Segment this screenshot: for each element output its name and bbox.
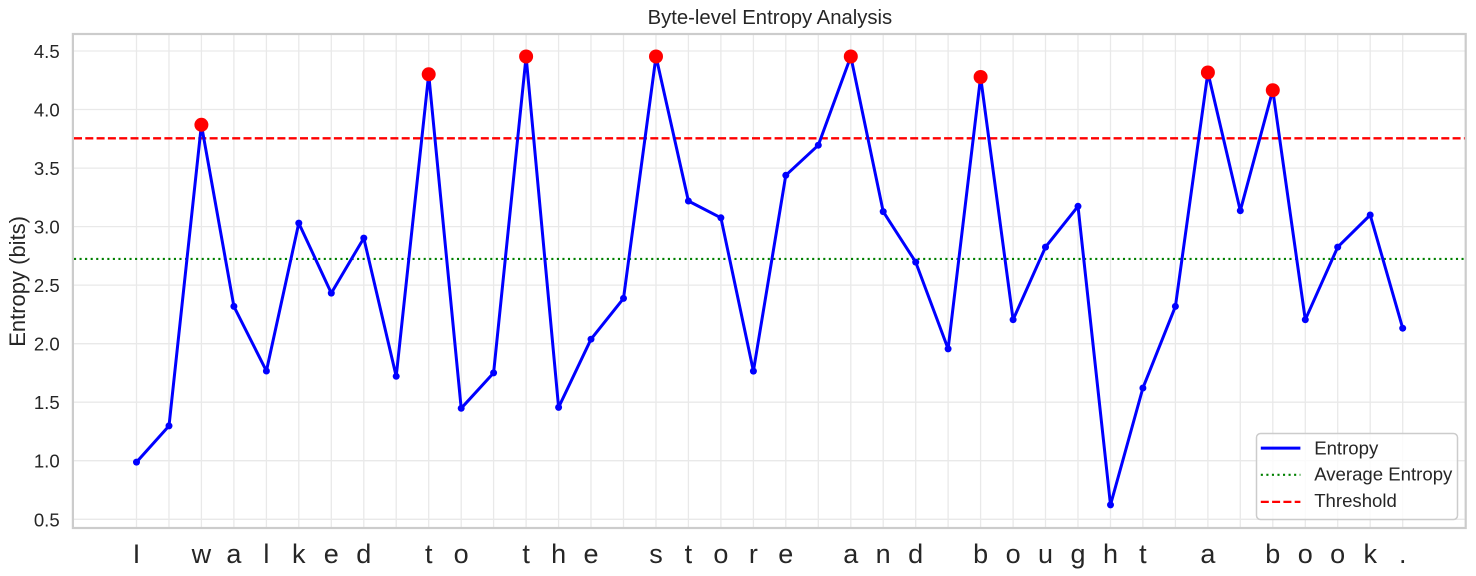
svg-text:r: r xyxy=(749,539,758,569)
svg-text:t: t xyxy=(522,539,530,569)
svg-text:l: l xyxy=(263,539,269,569)
svg-text:Byte-level Entropy Analysis: Byte-level Entropy Analysis xyxy=(648,7,893,29)
svg-text:w: w xyxy=(191,539,212,569)
svg-text:.: . xyxy=(1399,539,1407,569)
svg-text:2.0: 2.0 xyxy=(34,334,60,355)
svg-text:1.0: 1.0 xyxy=(34,451,60,472)
svg-text:n: n xyxy=(876,539,891,569)
svg-text:4.0: 4.0 xyxy=(34,100,60,121)
svg-text:o: o xyxy=(1006,539,1021,569)
svg-text:Threshold: Threshold xyxy=(1314,490,1397,511)
svg-text:o: o xyxy=(1298,539,1313,569)
svg-text:e: e xyxy=(778,539,793,569)
svg-text:3.5: 3.5 xyxy=(34,158,60,179)
svg-text:2.5: 2.5 xyxy=(34,275,60,296)
svg-text:o: o xyxy=(454,539,469,569)
svg-text:d: d xyxy=(356,539,371,569)
svg-text:k: k xyxy=(292,539,306,569)
svg-text:b: b xyxy=(973,539,988,569)
svg-text:o: o xyxy=(713,539,728,569)
svg-text:t: t xyxy=(685,539,693,569)
svg-text:a: a xyxy=(226,539,242,569)
svg-text:t: t xyxy=(1139,539,1147,569)
svg-text:h: h xyxy=(551,539,566,569)
svg-text:0.5: 0.5 xyxy=(34,509,60,530)
svg-text:g: g xyxy=(1070,539,1085,569)
svg-text:h: h xyxy=(1103,539,1118,569)
svg-text:d: d xyxy=(908,539,923,569)
svg-text:4.5: 4.5 xyxy=(34,41,60,62)
svg-text:b: b xyxy=(1265,539,1280,569)
svg-text:e: e xyxy=(324,539,339,569)
svg-text:Average Entropy: Average Entropy xyxy=(1314,464,1453,485)
svg-text:t: t xyxy=(425,539,433,569)
svg-text:I: I xyxy=(133,539,141,569)
svg-text:Entropy: Entropy xyxy=(1314,437,1379,458)
svg-text:u: u xyxy=(1038,539,1053,569)
svg-text:3.0: 3.0 xyxy=(34,217,60,238)
svg-text:a: a xyxy=(843,539,859,569)
svg-text:e: e xyxy=(583,539,598,569)
svg-text:s: s xyxy=(649,539,663,569)
svg-text:1.5: 1.5 xyxy=(34,392,60,413)
svg-text:o: o xyxy=(1330,539,1345,569)
svg-text:Entropy (bits): Entropy (bits) xyxy=(5,216,30,347)
svg-text:a: a xyxy=(1200,539,1216,569)
svg-text:k: k xyxy=(1363,539,1377,569)
